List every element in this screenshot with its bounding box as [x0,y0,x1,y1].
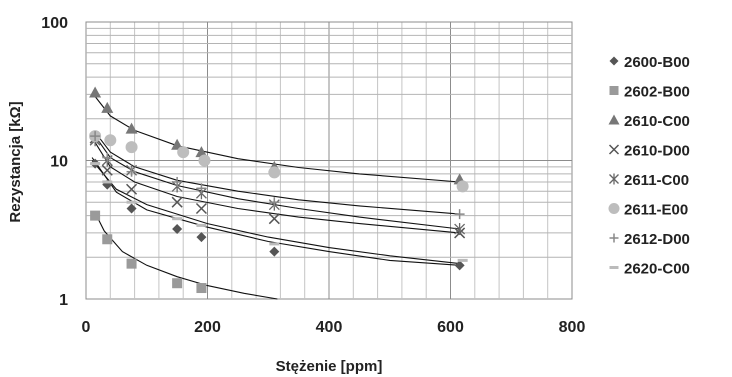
trendline-2620-C00 [91,160,460,265]
trendline-2611-C00 [94,135,460,230]
data-point [454,223,466,236]
data-point [126,183,138,195]
trendline-2600-B00 [91,157,460,266]
legend-label: 2600-B00 [624,54,690,71]
axis-ticks: 0 200 400 600 800 1 10 100 [41,15,585,336]
x-tick-label: 0 [82,319,91,336]
data-point [171,196,183,208]
y-tick-label: 100 [41,15,68,32]
x-tick-label: 600 [437,319,464,336]
trendlines [91,96,460,300]
data-point [101,101,114,113]
data-point [196,283,207,294]
series-2620-C00 [90,162,468,262]
legend-marker-x [608,144,620,155]
x-tick-label: 400 [316,319,343,336]
grid [85,21,573,300]
x-tick-label: 200 [194,319,221,336]
y-tick-label: 10 [50,154,68,171]
data-point [195,146,208,158]
data-point [125,122,138,134]
data-point [89,86,102,98]
legend-marker-asterisk [609,173,619,185]
data-point [126,200,137,204]
data-point [90,131,101,142]
data-point [125,141,138,154]
legend-marker-circle [608,203,620,214]
data-point [268,213,280,225]
series-2612-D00 [90,131,465,220]
trendline-2612-D00 [94,131,460,215]
data-point [172,224,183,235]
series-2602-B00 [90,210,207,294]
legend-marker-plus [609,233,619,243]
data-point [104,134,117,147]
data-point [269,246,280,257]
y-axis-title: Rezystancja [kΩ] [7,101,24,222]
data-point [172,217,183,221]
y-tick-label: 1 [59,292,68,309]
x-axis-title: Stężenie [ppm] [276,358,383,375]
data-point [456,180,469,193]
legend-label: 2611-C00 [624,172,689,189]
legend-label: 2620-C00 [624,261,690,278]
trendline-2610-C00 [94,96,460,183]
data-point [102,234,113,245]
data-point [172,176,183,187]
data-point [198,154,211,167]
data-point [454,260,465,271]
data-point [196,223,207,227]
data-point [196,183,207,194]
data-point [269,197,280,208]
legend-label: 2612-D00 [624,231,690,248]
data-point [196,232,207,243]
data-point [195,202,207,215]
legend-label: 2610-C00 [624,113,690,130]
legend: 2600-B00 2602-B00 2610-C00 2610-D00 2611-C00… [608,54,690,278]
data-point [90,210,101,221]
data-point [126,166,137,177]
data-point [102,180,113,184]
data-points [89,86,469,294]
data-point [102,152,113,163]
legend-label: 2602-B00 [624,84,690,101]
legend-label: 2611-E00 [624,202,688,219]
legend-label: 2610-D00 [624,143,690,160]
data-point [177,146,190,159]
x-tick-label: 800 [559,319,586,336]
legend-marker-square [609,86,619,95]
data-point [268,166,281,179]
data-point [457,258,468,262]
data-point [126,258,137,269]
data-point [126,203,137,214]
series-2611-E00 [89,130,469,193]
legend-marker-dash [609,266,619,269]
legend-marker-triangle [608,114,620,125]
data-point [90,162,101,166]
data-point [101,164,113,176]
trendline-2610-D00 [94,142,460,234]
data-point [172,278,183,289]
data-point [269,242,280,246]
data-point [454,209,465,220]
legend-marker-diamond [609,56,619,66]
